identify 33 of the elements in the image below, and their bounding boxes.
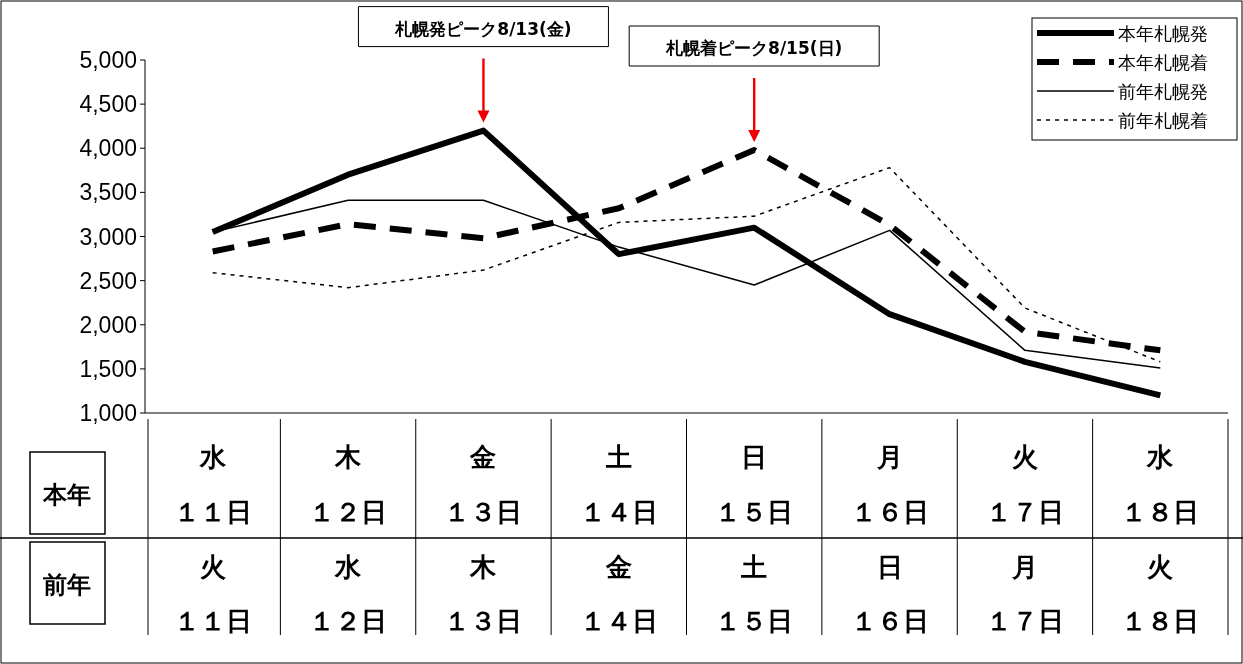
y-tick-label: 1,500	[79, 355, 137, 382]
text: 前年	[42, 571, 91, 599]
text: 月１７日	[985, 552, 1064, 636]
x-tick-label: 木１２日	[309, 442, 388, 527]
y-tick-label: 2,000	[79, 311, 137, 338]
x-tick-label: 水１１日	[173, 442, 252, 527]
y-tick-label: 4,000	[79, 135, 137, 162]
x-tick-label: 金１３日	[444, 442, 523, 527]
text: 札幌着ピーク8/15(日)	[665, 38, 843, 59]
text: 札幌発ピーク8/13(金)	[394, 18, 572, 39]
y-tick-label: 1,000	[79, 400, 137, 426]
x-tick-label: 月１６日	[850, 442, 929, 527]
x-tick-label: 日１５日	[715, 442, 794, 527]
legend-label: 本年札幌発	[1118, 23, 1208, 44]
text: 木１３日	[444, 552, 523, 636]
text: 土１５日	[715, 552, 794, 636]
x-tick-label: 水１８日	[1121, 442, 1200, 527]
x-tick-label: 土１４日	[579, 442, 658, 527]
text: 日１６日	[850, 552, 929, 636]
y-tick-label: 4,500	[79, 91, 137, 118]
y-tick-label: 3,000	[79, 223, 137, 250]
y-tick-label: 2,500	[79, 267, 137, 294]
text: 火１８日	[1121, 552, 1200, 636]
legend-label: 前年札幌発	[1118, 81, 1208, 102]
text: 火１１日	[173, 552, 252, 636]
x-tick-label: 火１７日	[985, 442, 1064, 527]
text: 水１２日	[309, 552, 388, 636]
legend-label: 本年札幌着	[1118, 52, 1208, 73]
y-tick-label: 5,000	[79, 47, 137, 73]
legend-label: 前年札幌着	[1118, 110, 1208, 131]
text: 金１４日	[579, 552, 658, 636]
y-tick-label: 3,500	[79, 179, 137, 206]
text: 本年	[42, 481, 91, 509]
